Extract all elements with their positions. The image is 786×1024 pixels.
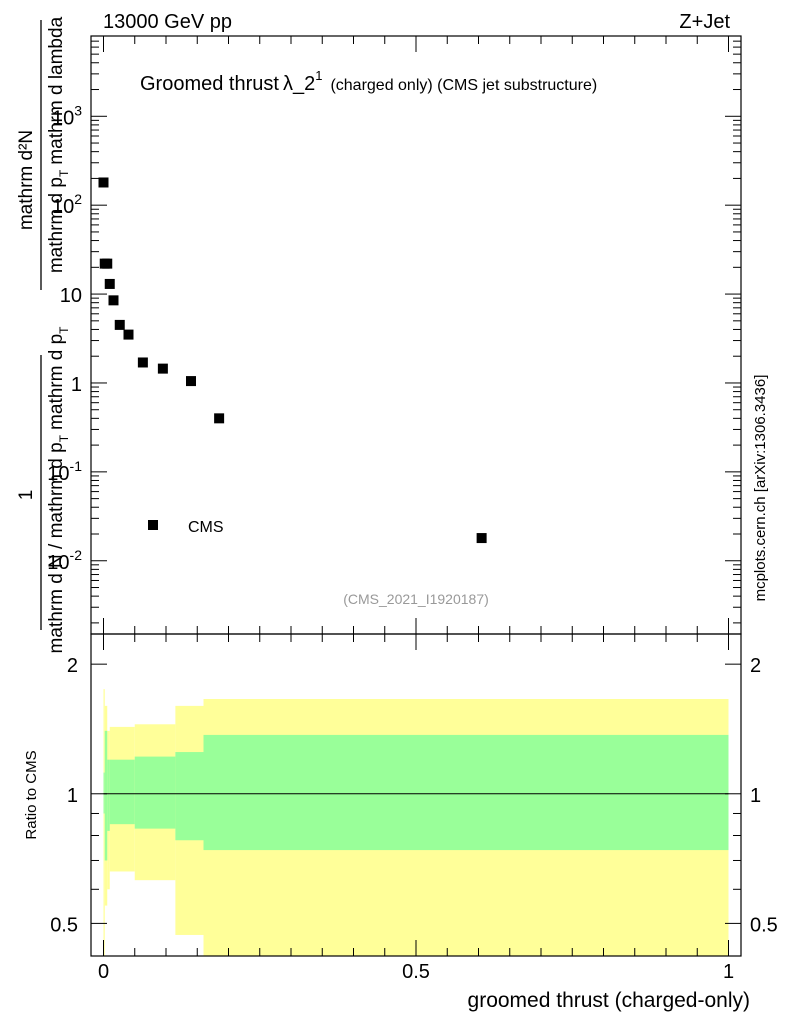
x-tick-label-1: 0.5 [402,961,430,983]
ylabel-lhs-numerator: 1 [16,490,37,501]
y-axis-label-main: mathrm d²N mathrm d pTmathrm d lambda 1 … [16,16,71,653]
y-tick-label-ratio-left-2: 2 [67,655,78,677]
energy-label: 13000 GeV pp [103,11,232,33]
data-points [98,177,487,544]
y-tick-label-ratio-right-2: 2 [750,655,761,677]
x-tick-label-2: 1 [723,961,734,983]
y-tick-label-ratio-left-0: 0.5 [50,914,78,936]
y-tick-label-main-1: 10-1 [47,458,82,485]
legend-marker [148,520,158,530]
ratio-band-inner-2 [107,759,110,831]
cms-data-point-10 [214,413,225,424]
cms-data-point-8 [157,363,168,374]
cms-data-point-5 [114,319,125,330]
ratio-band-inner-6 [203,734,729,851]
ratio-band-inner-3 [109,759,135,825]
y-tick-label-ratio-right-0: 0.5 [750,914,778,936]
main-plot-frame [90,35,742,635]
legend-label: CMS [188,519,224,536]
y-tick-label-main-5: 103 [52,102,82,129]
ratio-band-inner-0 [103,772,105,814]
cms-data-point-4 [108,295,119,306]
y-tick-label-main-2: 1 [71,374,82,396]
ratio-band-inner-4 [134,756,176,829]
ylabel-lhs-denominator: mathrm d N / mathrm d pTmathrm d pT [46,326,71,654]
process-label: Z+Jet [679,11,730,33]
cms-data-point-11 [476,533,487,544]
ratio-bands [103,689,729,956]
ratio-band-inner-5 [175,752,204,841]
ratio-band-inner-1 [104,730,108,861]
analysis-watermark: (CMS_2021_I1920187) [343,591,489,607]
x-axis-label: groomed thrust (charged-only) [468,989,750,1012]
y-tick-label-main-3: 10 [60,285,82,307]
axis-tick-labels: 10-2 10-1 1 10 102 103 0.5 0.5 1 1 2 2 0 0.5 1 [47,102,778,983]
y-axis-label-ratio: Ratio to CMS [23,750,40,839]
side-label: mcplots.cern.ch [arXiv:1306.3436] [752,375,769,602]
y-tick-label-main-0: 10-2 [47,547,82,574]
x-tick-label-0: 0 [98,961,109,983]
cms-data-point-7 [137,357,148,368]
cms-data-point-3 [104,278,115,289]
cms-data-point-9 [186,376,196,387]
y-tick-label-ratio-left-1: 1 [67,785,78,807]
ylabel-numerator: mathrm d²N [16,130,37,230]
y-tick-label-ratio-right-1: 1 [750,785,761,807]
cms-data-point-2 [102,258,113,269]
cms-data-point-6 [123,329,134,340]
plot-title: Groomed thrust λ_21(charged only) (CMS je… [140,68,597,95]
y-tick-label-main-4: 102 [52,191,82,218]
cms-data-point-0 [98,177,109,188]
axis-ticks [91,35,741,956]
ylabel-denominator: mathrm d pTmathrm d lambda [46,16,71,273]
ratio-band-outer-0 [103,689,105,956]
